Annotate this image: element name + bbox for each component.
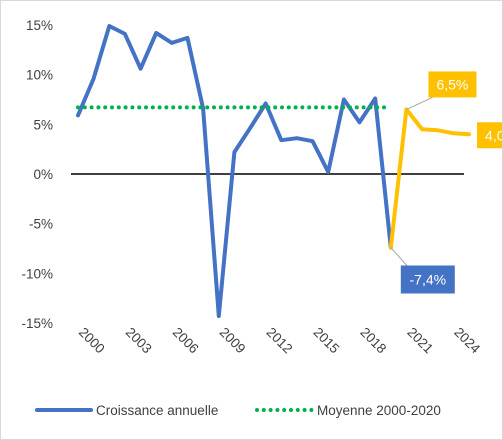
legend-label-average: Moyenne 2000-2020 — [317, 403, 441, 418]
x-tick-label: 2006 — [170, 325, 202, 357]
callout-label: 4,0% — [485, 127, 502, 143]
y-tick-label: 15% — [26, 18, 53, 33]
legend: Croissance annuelle Moyenne 2000-2020 — [35, 403, 441, 418]
callout-annual-2020: -7,4% — [390, 247, 455, 294]
x-tick-label: 2003 — [123, 325, 155, 357]
x-axis-ticks: 2000 2003 2006 2009 2012 2015 2018 2021 2024 — [76, 325, 484, 357]
series-forecast-line — [388, 107, 471, 250]
y-tick-label: 10% — [26, 68, 53, 83]
callout-box — [477, 122, 502, 149]
x-tick-label: 2009 — [217, 325, 249, 357]
x-tick-label: 2012 — [264, 325, 296, 357]
callout-leader-line — [390, 247, 408, 266]
series-annual-growth-line — [76, 24, 393, 318]
callout-label: 6,5% — [436, 76, 468, 92]
y-tick-label: 5% — [33, 117, 53, 132]
legend-label-annual-growth: Croissance annuelle — [96, 403, 218, 418]
callout-forecast-2025: 4,0% — [477, 122, 502, 149]
y-tick-label: -15% — [21, 316, 53, 331]
y-tick-label: -10% — [21, 266, 53, 281]
callout-box — [400, 265, 455, 294]
data-callouts: 6,5% 4,0% -7,4% — [390, 71, 502, 294]
callout-box — [428, 71, 477, 98]
callout-leader-line — [406, 96, 433, 110]
x-tick-label: 2021 — [404, 325, 436, 357]
callout-forecast-2021: 6,5% — [406, 71, 477, 110]
x-tick-label: 2015 — [310, 325, 342, 357]
x-tick-label: 2018 — [357, 325, 389, 357]
x-tick-label: 2000 — [76, 325, 108, 357]
y-tick-label: -5% — [29, 217, 53, 232]
callout-label: -7,4% — [410, 272, 447, 288]
y-tick-label: 0% — [33, 167, 53, 182]
x-tick-label: 2024 — [451, 325, 483, 357]
y-axis-ticks: 15% 10% 5% 0% -5% -10% -15% — [21, 18, 53, 331]
